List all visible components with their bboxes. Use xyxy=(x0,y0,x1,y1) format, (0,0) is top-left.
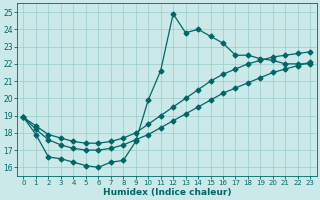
X-axis label: Humidex (Indice chaleur): Humidex (Indice chaleur) xyxy=(103,188,231,197)
